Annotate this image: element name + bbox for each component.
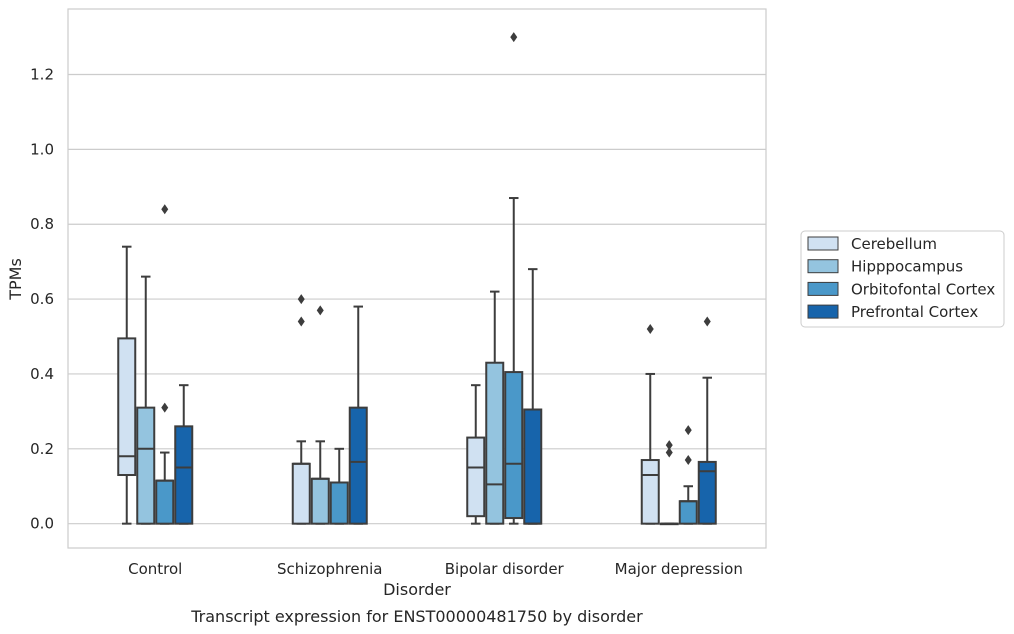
box bbox=[348, 305, 368, 525]
box-body bbox=[697, 460, 717, 525]
x-tick-labels: Control Schizophrenia Bipolar disorder Majo… bbox=[128, 560, 743, 578]
x-tick-label: Control bbox=[128, 560, 182, 578]
box bbox=[136, 275, 156, 525]
outlier-point bbox=[297, 294, 305, 305]
series-orbitofontal-cortex bbox=[155, 32, 698, 525]
legend-label: Cerebellum bbox=[851, 235, 937, 253]
y-tick-label: 0.4 bbox=[30, 365, 54, 383]
box bbox=[117, 245, 137, 525]
box-body bbox=[466, 436, 486, 518]
box-body bbox=[291, 462, 311, 525]
legend-label: Orbitofontal Cortex bbox=[851, 280, 995, 298]
y-tick-label: 0.6 bbox=[30, 290, 54, 308]
legend-label: Prefrontal Cortex bbox=[851, 303, 978, 321]
box-body bbox=[678, 500, 698, 525]
y-tick-label: 1.0 bbox=[30, 140, 54, 158]
box-body bbox=[174, 425, 194, 525]
box bbox=[310, 305, 330, 525]
box bbox=[697, 316, 717, 525]
legend-swatch bbox=[807, 236, 839, 251]
box bbox=[659, 440, 679, 526]
legend-frame bbox=[800, 230, 1005, 328]
x-axis-label: Disorder bbox=[383, 580, 451, 599]
outlier-point bbox=[161, 204, 169, 215]
y-tick-label: 0.0 bbox=[30, 515, 54, 533]
box bbox=[640, 324, 660, 525]
outlier-point bbox=[665, 440, 673, 451]
y-axis-label: TPMs bbox=[6, 258, 25, 301]
series-prefrontal-cortex bbox=[174, 268, 717, 525]
box bbox=[174, 384, 194, 525]
box bbox=[466, 384, 486, 525]
box bbox=[291, 294, 311, 525]
box bbox=[504, 32, 524, 525]
box-body bbox=[523, 408, 543, 525]
x-tick-label: Schizophrenia bbox=[277, 560, 382, 578]
legend: Cerebellum Hipppocampus Orbitofontal Corte… bbox=[800, 230, 1005, 328]
box-body bbox=[640, 459, 660, 525]
legend-label: Hipppocampus bbox=[851, 258, 963, 276]
box-body bbox=[504, 371, 524, 520]
outlier-point bbox=[684, 455, 692, 466]
box-body bbox=[485, 361, 505, 525]
outlier-point bbox=[316, 305, 324, 316]
y-tick-label: 1.2 bbox=[30, 66, 54, 84]
box bbox=[678, 425, 698, 525]
outlier-point bbox=[684, 425, 692, 436]
x-tick-label: Major depression bbox=[615, 560, 743, 578]
outlier-point bbox=[297, 316, 305, 327]
box-body bbox=[155, 479, 175, 525]
y-tick-label: 0.2 bbox=[30, 440, 54, 458]
outlier-point bbox=[161, 402, 169, 413]
legend-swatch bbox=[807, 259, 839, 274]
outlier-point bbox=[510, 32, 518, 43]
plot-area bbox=[67, 8, 767, 549]
y-tick-labels: 0.0 0.2 0.4 0.6 0.8 1.0 1.2 bbox=[30, 66, 54, 533]
box-body bbox=[117, 337, 137, 477]
outlier-point bbox=[703, 316, 711, 327]
outlier-point bbox=[665, 447, 673, 458]
chart-caption: Transcript expression for ENST0000048175… bbox=[190, 607, 643, 626]
box-series bbox=[117, 32, 717, 526]
box-body bbox=[310, 477, 330, 525]
box bbox=[485, 290, 505, 525]
box-body bbox=[136, 406, 156, 525]
outlier-point bbox=[646, 324, 654, 335]
y-tick-label: 0.8 bbox=[30, 215, 54, 233]
box bbox=[155, 204, 175, 525]
box bbox=[329, 447, 349, 525]
legend-swatch bbox=[807, 281, 839, 296]
box-body bbox=[329, 481, 349, 525]
box-body bbox=[348, 406, 368, 525]
box bbox=[523, 268, 543, 525]
series-hipppocampus bbox=[136, 275, 679, 526]
series-cerebellum bbox=[117, 245, 660, 525]
x-tick-label: Bipolar disorder bbox=[445, 560, 565, 578]
legend-swatch bbox=[807, 304, 839, 319]
